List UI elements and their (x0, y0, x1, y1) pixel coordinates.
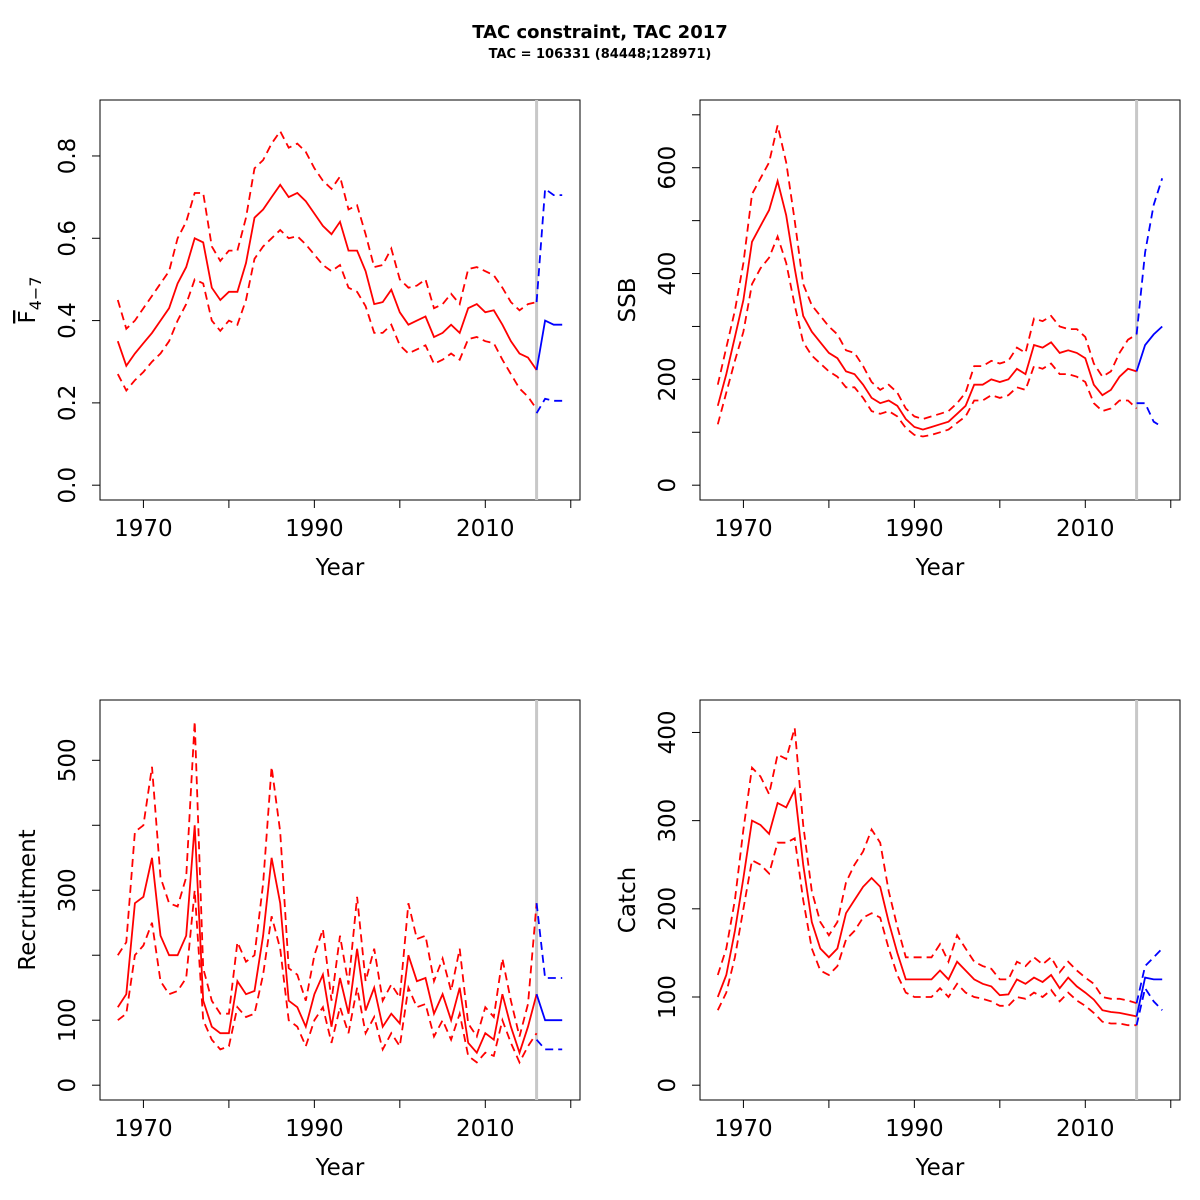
recruitment-xtick-label: 1990 (285, 1116, 344, 1142)
ssb-ylabel: SSB (615, 278, 641, 323)
ssb-historical-upper-line (716, 125, 1138, 420)
recruitment-ytick-label: 0 (55, 1078, 81, 1093)
catch-forecast-upper-line (1135, 947, 1163, 1004)
recruitment-historical-upper-line (117, 721, 538, 1039)
ssb-forecast-upper-line (1135, 178, 1164, 335)
catch-xtick-label: 1970 (714, 1116, 773, 1142)
f-xtick-label: 2010 (456, 516, 515, 542)
catch-historical-upper-line (716, 727, 1137, 1005)
ssb-ytick-label: 200 (655, 357, 681, 401)
catch-xtick-label: 1990 (885, 1116, 944, 1142)
f-ytick-label: 0.2 (55, 385, 81, 422)
catch-ytick-label: 200 (655, 887, 681, 931)
recruitment-historical-lower-line (117, 890, 538, 1065)
recruitment-ytick-label: 100 (55, 998, 81, 1042)
ssb-ytick-label: 600 (655, 146, 681, 190)
f-forecast-lower-line (535, 397, 563, 414)
f-forecast-estimate-line (535, 319, 563, 371)
panel-recruitment: 1970 1990 2010 0 100 300 500 Year Recruitment (15, 699, 581, 1181)
figure-subtitle: TAC = 106331 (84448;128971) (488, 47, 712, 62)
ssb-forecast-estimate-line (1135, 325, 1163, 372)
recruitment-plot-frame (99, 699, 581, 1101)
catch-historical-estimate-line (716, 786, 1137, 1018)
panel-catch: 1970 1990 2010 0 100 200 300 400 Year Catch (615, 699, 1181, 1181)
ssb-xtick-label: 1990 (885, 516, 944, 542)
f-ytick-label: 0.6 (55, 220, 81, 257)
catch-ytick-label: 0 (655, 1078, 681, 1093)
recruitment-forecast-upper-line (535, 903, 563, 979)
recruitment-xlabel: Year (315, 1155, 365, 1181)
catch-historical-lower-line (716, 836, 1137, 1027)
ssb-forecast-lower-line (1136, 402, 1163, 428)
recruitment-ytick-label: 500 (55, 738, 81, 782)
f-ytick-label: 0.8 (55, 138, 81, 175)
catch-ytick-label: 400 (655, 710, 681, 754)
recruitment-xtick-label: 1970 (114, 1116, 173, 1142)
f-xlabel: Year (315, 555, 365, 581)
f-historical-estimate-line (116, 183, 538, 371)
f-ytick-label: 0.4 (55, 302, 81, 339)
ssb-ytick-label: 0 (655, 478, 681, 493)
f-historical-upper-line (116, 129, 537, 331)
catch-ytick-label: 300 (655, 799, 681, 843)
f-historical-lower-line (117, 228, 538, 410)
panel-ssb: 1970 1990 2010 0 200 400 600 Year SSB (615, 99, 1181, 581)
catch-forecast-estimate-line (1135, 976, 1163, 1017)
ssb-xlabel: Year (915, 555, 965, 581)
ssb-historical-estimate-line (716, 177, 1137, 431)
catch-xtick-label: 2010 (1056, 1116, 1115, 1142)
f-ylabel-main: F (15, 310, 41, 323)
catch-ytick-label: 100 (655, 975, 681, 1019)
ssb-xtick-label: 2010 (1056, 516, 1115, 542)
recruitment-forecast-estimate-line (535, 993, 563, 1022)
recruitment-historical-estimate-line (117, 825, 538, 1056)
f-xtick-label: 1970 (114, 516, 173, 542)
panel-f: 1970 1990 2010 0.0 0.2 0.4 0.6 0.8 Year F4−7 (15, 99, 581, 581)
catch-plot-frame (699, 699, 1181, 1101)
f-ylabel-sub: 4−7 (26, 277, 45, 311)
catch-forecast-lower-line (1135, 985, 1163, 1026)
figure-title: TAC constraint, TAC 2017 (472, 22, 728, 43)
recruitment-xtick-label: 2010 (456, 1116, 515, 1142)
ssb-xtick-label: 1970 (714, 516, 773, 542)
catch-ylabel: Catch (615, 867, 641, 933)
recruitment-forecast-lower-line (535, 1039, 563, 1051)
f-plot-frame (99, 99, 581, 501)
f-xtick-label: 1990 (285, 516, 344, 542)
f-ylabel: F4−7 (15, 277, 45, 324)
ssb-ytick-label: 400 (655, 252, 681, 296)
recruitment-ytick-label: 300 (55, 868, 81, 912)
ssb-plot-frame (699, 99, 1181, 501)
ssb-historical-lower-line (716, 233, 1138, 438)
recruitment-ylabel: Recruitment (15, 829, 41, 970)
f-ytick-label: 0.0 (55, 467, 81, 504)
catch-xlabel: Year (915, 1155, 965, 1181)
f-forecast-upper-line (535, 187, 563, 303)
